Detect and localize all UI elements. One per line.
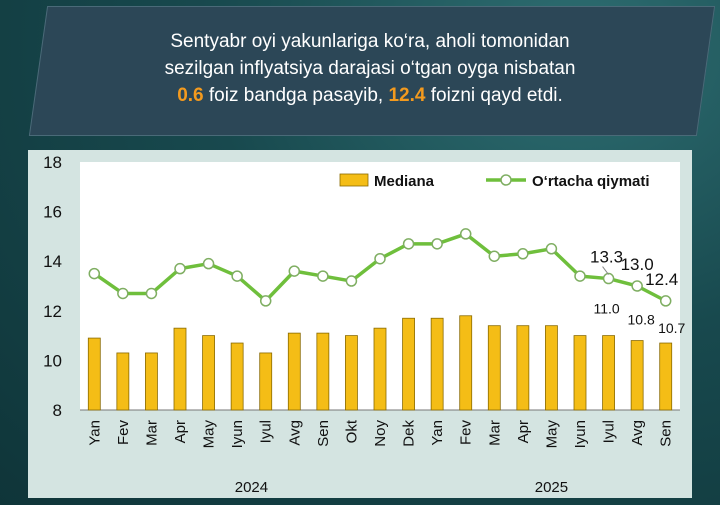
x-tick-label: Fev — [458, 420, 475, 446]
x-tick-label: Iyul — [601, 420, 618, 443]
point-ortacha — [202, 257, 215, 270]
bar-mediana — [316, 332, 330, 411]
x-tick-label: Mar — [486, 420, 503, 446]
bar-mediana — [373, 327, 387, 411]
legend-label-ortacha: O‘rtacha qiymati — [532, 173, 650, 190]
point-ortacha — [459, 228, 472, 240]
x-tick-label: Okt — [343, 419, 360, 443]
data-label-ortacha: 13.3 — [590, 248, 623, 267]
bar-mediana — [516, 325, 530, 411]
bar-mediana — [459, 315, 473, 411]
point-ortacha — [345, 275, 358, 287]
x-tick-label: Avg — [286, 420, 303, 446]
bar-mediana — [230, 342, 244, 411]
x-tick-label: Noy — [372, 420, 389, 447]
bar-mediana — [173, 327, 187, 411]
x-tick-label: Avg — [629, 420, 646, 446]
data-label-mediana: 10.8 — [628, 312, 655, 328]
point-ortacha — [659, 295, 672, 307]
legend-swatch-mediana — [339, 173, 369, 187]
point-ortacha — [517, 248, 529, 260]
legend-label-mediana: Mediana — [374, 173, 435, 190]
data-label-ortacha: 13.0 — [621, 255, 654, 274]
y-tick-label: 14 — [43, 252, 62, 271]
x-tick-label: Dek — [401, 420, 418, 447]
bar-mediana — [87, 337, 101, 411]
point-ortacha — [259, 295, 272, 307]
point-ortacha — [545, 243, 558, 255]
point-ortacha — [88, 267, 101, 280]
x-tick-label: Apr — [172, 420, 189, 443]
bar-mediana — [487, 325, 501, 411]
x-tick-label: May — [201, 420, 218, 449]
point-ortacha — [145, 287, 158, 300]
leader-line — [602, 266, 609, 275]
point-ortacha — [631, 280, 643, 292]
point-ortacha — [488, 250, 501, 262]
bar-mediana — [430, 317, 444, 411]
header-value-2: 12.4 — [388, 85, 426, 106]
x-tick-label: Apr — [515, 420, 532, 443]
x-tick-label: Yan — [429, 420, 446, 446]
point-ortacha — [374, 252, 386, 265]
y-tick-label: 18 — [43, 153, 62, 172]
bar-mediana — [345, 335, 358, 411]
bar-mediana — [287, 332, 301, 411]
x-tick-label: Sen — [315, 420, 332, 447]
bar-mediana — [630, 340, 644, 411]
bar-mediana — [545, 325, 558, 411]
header-line-3-mid: foiz bandga pasayib, — [203, 85, 389, 106]
x-tick-label: Mar — [143, 420, 160, 446]
point-ortacha — [174, 262, 186, 275]
x-tick-label: Iyun — [572, 420, 589, 448]
bar-mediana — [145, 352, 158, 411]
x-tick-label: May — [543, 420, 560, 449]
header-line-3-end: foizni qayd etdi. — [425, 85, 563, 106]
x-tick-label: Iyun — [229, 420, 246, 448]
legend-marker-ortacha — [500, 174, 512, 186]
year-label: 2025 — [535, 479, 568, 496]
x-tick-label: Yan — [86, 420, 103, 446]
bar-mediana — [116, 352, 130, 411]
point-ortacha — [117, 287, 129, 300]
point-ortacha — [431, 238, 443, 250]
data-label-ortacha: 12.4 — [645, 270, 678, 289]
y-tick-label: 12 — [43, 302, 62, 321]
x-tick-label: Iyul — [258, 420, 275, 443]
point-ortacha — [288, 265, 301, 277]
bar-mediana — [402, 317, 415, 411]
year-label: 2024 — [235, 479, 268, 496]
point-ortacha — [602, 272, 615, 285]
header-line-1: Sentyabr oyi yakunlariga ko‘ra, aholi to… — [170, 31, 570, 52]
bar-mediana — [602, 335, 615, 411]
y-tick-label: 16 — [43, 203, 62, 222]
bar-mediana — [573, 335, 587, 411]
header-text: Sentyabr oyi yakunlariga ko‘ra, aholi to… — [70, 28, 670, 109]
y-tick-label: 10 — [43, 351, 62, 370]
point-ortacha — [402, 238, 415, 250]
point-ortacha — [574, 270, 586, 282]
y-tick-label: 8 — [53, 401, 62, 420]
data-label-mediana: 11.0 — [593, 301, 619, 317]
point-ortacha — [231, 270, 243, 282]
bar-mediana — [259, 352, 273, 411]
data-label-mediana: 10.7 — [658, 320, 685, 336]
point-ortacha — [317, 270, 329, 282]
x-tick-label: Fev — [115, 420, 132, 446]
header-value-1: 0.6 — [177, 85, 204, 106]
bar-mediana — [202, 335, 215, 411]
header-line-2: sezilgan inflyatsiya darajasi o‘tgan oyg… — [164, 58, 576, 79]
x-tick-label: Sen — [658, 420, 675, 447]
bar-mediana — [659, 342, 673, 411]
header-line-3: 0.6 foiz bandga pasayib, 12.4 foizni qay… — [70, 82, 670, 109]
